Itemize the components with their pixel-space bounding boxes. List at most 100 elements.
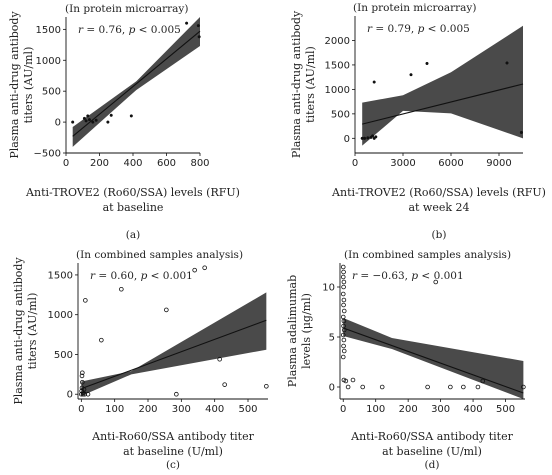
panel-note: (In combined samples analysis) — [344, 249, 511, 261]
data-point — [217, 356, 222, 362]
panel-note: (In protein microarray) — [353, 2, 476, 14]
confidence-band — [81, 292, 267, 396]
data-point — [425, 61, 429, 66]
x-tick-label: 0 — [63, 158, 69, 169]
y-tick-label: 500 — [54, 350, 73, 361]
x-tick-label: 3000 — [390, 158, 415, 169]
x-tick-label: 9000 — [486, 158, 511, 169]
panel-label: (b) — [432, 229, 447, 241]
y-tick-label: −500 — [34, 149, 61, 160]
correlation-stat: r = 0.76, p < 0.005 — [78, 24, 181, 36]
correlation-stat: r = −0.63, p < 0.001 — [352, 270, 464, 282]
y-axis-label: titers (AU/ml) — [304, 46, 317, 123]
y-tick-label: 5 — [329, 333, 335, 344]
x-axis-label: at baseline (U/ml) — [382, 445, 482, 458]
axes: 0 500 1000 1500 0 100 200 300 400 500 — [48, 263, 268, 415]
data-point — [475, 384, 481, 390]
data-point — [91, 120, 95, 124]
data-point — [174, 391, 179, 397]
confidence-band — [362, 25, 523, 146]
panel-c: 0 500 1000 1500 0 100 200 300 400 500 (In combined… — [12, 249, 269, 471]
x-tick-label: 500 — [496, 404, 515, 415]
data-point — [202, 265, 207, 271]
y-axis-label: Plasma adalimumab — [286, 275, 299, 387]
panel-label: (c) — [166, 459, 180, 471]
x-tick-label: 0 — [78, 404, 84, 415]
x-axis-label: at week 24 — [408, 201, 469, 214]
data-point — [341, 327, 347, 333]
y-tick-label: 500 — [42, 87, 61, 98]
data-point — [433, 279, 439, 285]
data-point — [99, 337, 104, 343]
y-axis-label: titers (AU/ml) — [22, 47, 35, 124]
correlation-stat: r = 0.79, p < 0.005 — [367, 23, 470, 35]
data-point — [425, 384, 430, 390]
confidence-band — [343, 318, 524, 399]
data-point — [71, 120, 75, 124]
data-point — [80, 370, 85, 376]
x-tick-label: 200 — [399, 404, 418, 415]
data-point — [83, 298, 88, 303]
data-point — [222, 382, 227, 387]
y-tick-label: 10 — [322, 283, 335, 294]
data-point — [341, 297, 347, 303]
y-axis-label: Plasma anti-drug antibody — [8, 11, 21, 159]
data-point — [505, 61, 509, 65]
x-tick-label: 0 — [340, 404, 346, 415]
x-tick-label: 600 — [157, 158, 176, 169]
axes: 0 500 1000 1500 2000 0 3000 6000 9000 — [325, 16, 523, 169]
y-tick-label: 1500 — [36, 25, 61, 36]
data-point — [341, 269, 346, 275]
data-point — [519, 130, 523, 134]
y-tick-label: 0 — [329, 383, 335, 394]
data-point — [94, 118, 98, 122]
data-point — [197, 35, 201, 39]
data-point — [119, 286, 124, 292]
data-point — [341, 343, 346, 349]
data-point — [81, 387, 87, 392]
panel-label: (d) — [425, 459, 440, 471]
x-tick-label: 0 — [352, 158, 358, 169]
correlation-stat: r = 0.60, p < 0.001 — [90, 270, 193, 282]
data-point — [345, 384, 351, 390]
data-point — [371, 134, 375, 138]
x-tick-label: 100 — [366, 404, 385, 415]
data-point — [372, 80, 376, 84]
x-axis-label: Anti-Ro60/SSA antibody titer — [350, 430, 513, 443]
data-point — [129, 114, 133, 118]
x-tick-label: 300 — [172, 404, 191, 415]
data-point — [341, 308, 347, 314]
confidence-band — [72, 17, 200, 147]
data-point — [448, 384, 453, 390]
y-tick-label: 1000 — [325, 85, 350, 96]
data-point — [341, 279, 347, 285]
x-tick-label: 800 — [190, 158, 209, 169]
data-point — [340, 354, 346, 360]
data-point — [341, 348, 347, 354]
data-point — [350, 377, 356, 383]
data-point — [80, 379, 85, 385]
data-point — [360, 384, 366, 390]
y-axis-label: Plasma anti-drug antibody — [290, 10, 303, 158]
data-point — [341, 337, 347, 343]
panel-note: (In combined samples analysis) — [76, 249, 243, 261]
data-point — [85, 391, 91, 397]
data-point — [480, 378, 486, 384]
data-point — [164, 307, 169, 313]
data-point — [340, 291, 346, 297]
y-tick-label: 500 — [331, 109, 350, 120]
data-point — [106, 120, 110, 124]
x-tick-label: 400 — [123, 158, 142, 169]
y-tick-label: 1500 — [48, 270, 73, 281]
y-tick-label: 1000 — [48, 310, 73, 321]
y-axis-label: titers (AU/ml) — [26, 293, 39, 370]
data-point — [82, 391, 87, 397]
data-point — [343, 378, 349, 384]
regression-line — [343, 327, 524, 394]
x-tick-label: 400 — [205, 404, 224, 415]
data-point — [87, 118, 91, 122]
